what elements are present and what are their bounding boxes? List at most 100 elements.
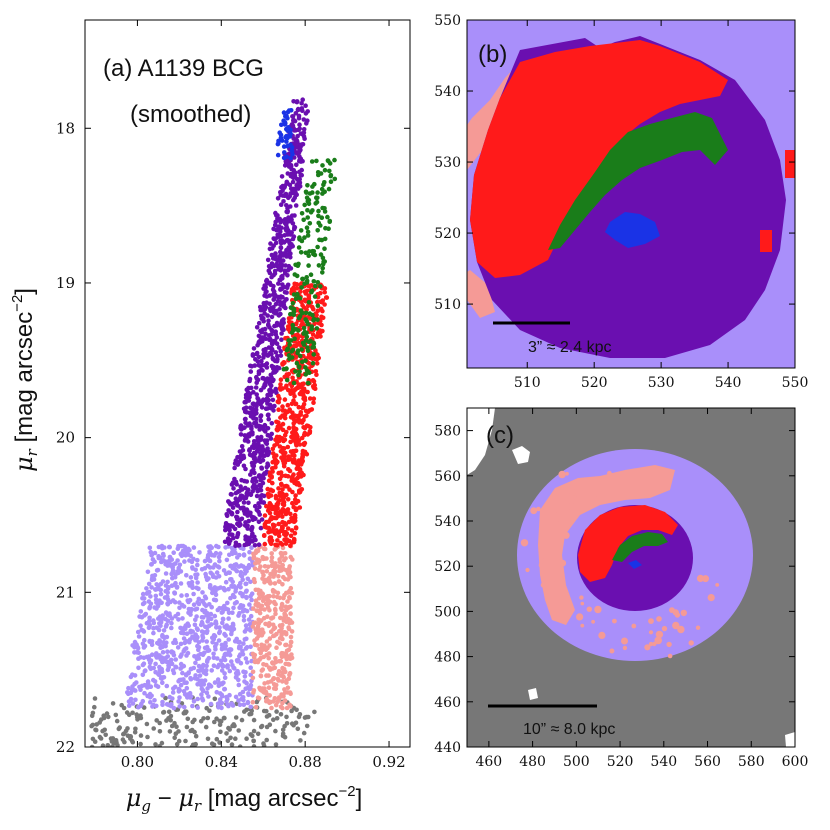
scatter-point-lavender [195, 572, 200, 577]
scatter-point-gray [297, 712, 303, 717]
scatter-point-green [298, 250, 304, 255]
scatter-point-green [312, 181, 317, 187]
scatter-point-lavender [173, 664, 178, 670]
scatter-point-red [278, 377, 284, 383]
scatter-point-lavender [226, 616, 231, 621]
scatter-point-purple [268, 308, 273, 314]
scatter-point-lavender [231, 605, 236, 611]
c-pink-dot [591, 619, 595, 624]
scatter-point-gray [154, 718, 159, 723]
scatter-point-purple [250, 489, 255, 494]
scatter-point-gray [151, 726, 156, 731]
scatter-point-green [320, 265, 326, 271]
scatter-point-red [280, 514, 285, 519]
scatter-point-gray [258, 724, 264, 730]
scatter-point-lavender [138, 687, 143, 692]
scatter-point-red [279, 527, 284, 533]
scatter-point-purple [244, 542, 249, 547]
scatter-point-purple [254, 380, 259, 386]
scatter-point-lavender [234, 599, 239, 605]
scatter-point-pink [271, 594, 276, 599]
scatter-point-green [309, 324, 315, 329]
scatter-point-purple [266, 397, 271, 403]
scatter-point-lavender [233, 567, 238, 572]
scatter-point-blue [281, 110, 287, 115]
scatter-point-purple [270, 397, 276, 403]
scatter-point-purple [263, 304, 269, 310]
scatter-point-lavender [128, 690, 134, 696]
scatter-point-pink [262, 564, 268, 569]
scatter-point-lavender [138, 655, 144, 660]
scatter-point-purple [232, 476, 237, 482]
scatter-point-purple [293, 190, 298, 195]
scatter-point-purple [254, 325, 260, 330]
scatter-point-pink [267, 636, 273, 641]
scatter-point-purple [286, 248, 291, 254]
scatter-point-red [322, 289, 328, 295]
scatter-point-pink [276, 672, 281, 677]
scatter-point-red [285, 387, 291, 393]
scatter-point-red [289, 528, 295, 533]
scatter-point-purple [279, 174, 285, 179]
scatter-point-lavender [202, 608, 208, 614]
scatter-point-purple [264, 352, 270, 358]
scatter-point-lavender [128, 698, 133, 704]
scatter-point-purple [231, 486, 236, 491]
scatter-point-green [302, 329, 308, 335]
scatter-point-gray [212, 696, 218, 702]
scatter-point-pink [258, 564, 263, 569]
scatter-point-purple [251, 456, 257, 462]
scatter-point-red [280, 427, 286, 433]
scatter-point-gray [119, 702, 124, 708]
scatter-point-green [306, 201, 312, 207]
scatter-point-green [299, 211, 305, 216]
scatter-point-lavender [235, 639, 241, 645]
scatter-point-lavender [213, 550, 219, 556]
scatter-point-purple [301, 134, 307, 139]
scatter-point-gray [168, 718, 173, 723]
panel-a-ylabel: μr [mag arcsec−2] [9, 288, 41, 472]
c-pink-dot [541, 507, 549, 514]
c-pink-dot [656, 616, 662, 622]
scatter-point-green [319, 215, 325, 220]
scatter-point-red [311, 379, 317, 384]
scatter-point-purple [289, 230, 294, 235]
scatter-point-purple [247, 452, 253, 458]
scatter-point-purple [261, 318, 267, 324]
scatter-point-green [305, 233, 311, 238]
scatter-point-green [296, 372, 301, 378]
scatter-point-pink [283, 607, 289, 613]
scatter-point-green [301, 325, 307, 331]
scatter-point-red [274, 543, 280, 548]
scatter-point-lavender [226, 570, 231, 575]
scatter-point-red [291, 434, 296, 439]
scatter-point-purple [283, 160, 289, 165]
scatter-point-green [316, 263, 322, 268]
scatter-point-lavender [159, 676, 164, 681]
scatter-point-lavender [146, 599, 152, 604]
scatter-point-green [320, 261, 326, 267]
svg-text:μg − μr [mag arcsec−2]: μg − μr [mag arcsec−2] [126, 783, 363, 815]
scatter-point-lavender [177, 704, 182, 709]
scatter-point-lavender [198, 651, 203, 657]
scatter-point-gray [174, 724, 179, 729]
scatter-point-purple [238, 432, 244, 437]
scatter-point-red [280, 487, 285, 492]
scatter-point-purple [238, 493, 244, 499]
scatter-point-lavender [216, 565, 222, 570]
scatter-point-purple [267, 325, 272, 330]
scatter-point-red [281, 502, 287, 508]
scatter-point-green [304, 334, 310, 340]
scatter-point-lavender [200, 638, 205, 643]
scatter-point-gray [122, 731, 127, 736]
scatter-point-purple [283, 191, 289, 197]
scatter-point-green [315, 244, 320, 250]
scatter-point-gray [233, 715, 239, 720]
scatter-point-lavender [185, 695, 190, 700]
scatter-point-purple [278, 229, 283, 234]
scatter-point-purple [250, 352, 256, 357]
scatter-point-red [314, 361, 320, 366]
scatter-point-lavender [175, 570, 181, 576]
scatter-point-red [292, 457, 297, 463]
scatter-point-gray [224, 731, 229, 736]
